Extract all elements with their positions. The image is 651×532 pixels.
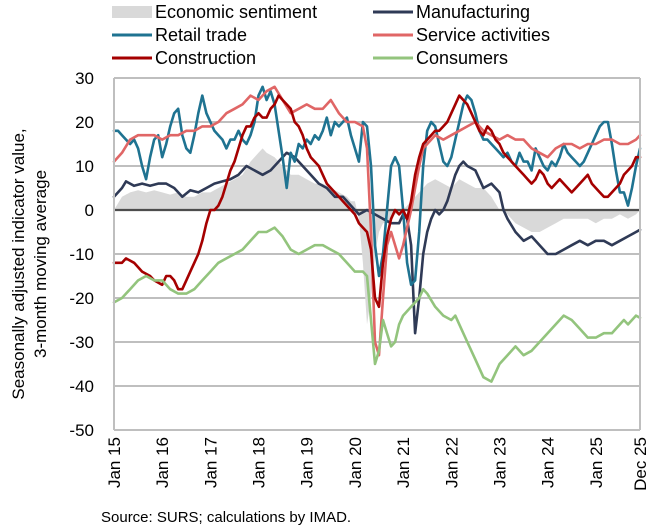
x-tick-label: Jan 21 xyxy=(394,437,413,488)
series-construction-line xyxy=(112,94,642,309)
x-tick-label: Jan 20 xyxy=(346,437,365,488)
legend-item-consumers: Consumers xyxy=(373,48,508,68)
legend-label: Economic sentiment xyxy=(155,2,317,22)
x-tick-label: Jan 17 xyxy=(201,437,220,488)
legend: Economic sentiment Manufacturing Retail tr… xyxy=(112,2,550,68)
y-axis-label: Seasonally adjusted indicator value, 3-mo… xyxy=(9,128,50,399)
series-service-activities-line xyxy=(112,85,642,357)
legend-item-economic-sentiment: Economic sentiment xyxy=(112,2,317,22)
y-tick-label: 30 xyxy=(75,69,94,88)
x-tick-label: Jan 25 xyxy=(587,437,606,488)
x-tick-label: Jan 19 xyxy=(298,437,317,488)
legend-swatch xyxy=(112,6,152,18)
x-axis-ticks: Jan 15 Jan 16 Jan 17 Jan 18 Jan 19 Jan 20 Jan … xyxy=(105,437,650,491)
y-tick-label: 0 xyxy=(85,201,94,220)
y-tick-label: -10 xyxy=(69,245,94,264)
y-axis-label-line: 3-month moving average xyxy=(31,170,50,358)
source-note: Source: SURS; calculations by IMAD. xyxy=(101,509,351,526)
y-tick-label: 10 xyxy=(75,157,94,176)
legend-label: Consumers xyxy=(416,48,508,68)
y-tick-label: -30 xyxy=(69,333,94,352)
legend-label: Retail trade xyxy=(155,25,247,45)
x-tick-label: Dec 25 xyxy=(631,437,650,491)
x-tick-label: Jan 24 xyxy=(539,437,558,488)
plot-frame-group xyxy=(113,77,641,431)
line-series-group xyxy=(112,85,642,383)
x-tick-label: Jan 16 xyxy=(153,437,172,488)
x-tick-label: Jan 18 xyxy=(250,437,269,488)
legend-item-service-activities: Service activities xyxy=(373,25,550,45)
x-tick-label: Jan 22 xyxy=(442,437,461,488)
legend-item-retail-trade: Retail trade xyxy=(112,25,247,45)
legend-item-manufacturing: Manufacturing xyxy=(373,2,530,22)
area-series-group xyxy=(114,148,640,325)
legend-label: Manufacturing xyxy=(416,2,530,22)
y-tick-label: 20 xyxy=(75,113,94,132)
y-tick-label: -20 xyxy=(69,289,94,308)
series-manufacturing-line xyxy=(112,151,642,335)
x-tick-label: Jan 23 xyxy=(490,437,509,488)
series-consumers-line xyxy=(112,226,642,383)
series-retail-trade-line xyxy=(112,85,642,287)
y-tick-label: -50 xyxy=(69,421,94,440)
y-tick-label: -40 xyxy=(69,377,94,396)
legend-label: Construction xyxy=(155,48,256,68)
legend-label: Service activities xyxy=(416,25,550,45)
series-economic-sentiment-area xyxy=(114,148,640,325)
x-tick-label: Jan 15 xyxy=(105,437,124,488)
y-axis-ticks: 30 20 10 0 -10 -20 -30 -40 -50 xyxy=(69,69,94,440)
y-axis-label-line: Seasonally adjusted indicator value, xyxy=(9,128,28,399)
legend-item-construction: Construction xyxy=(112,48,256,68)
